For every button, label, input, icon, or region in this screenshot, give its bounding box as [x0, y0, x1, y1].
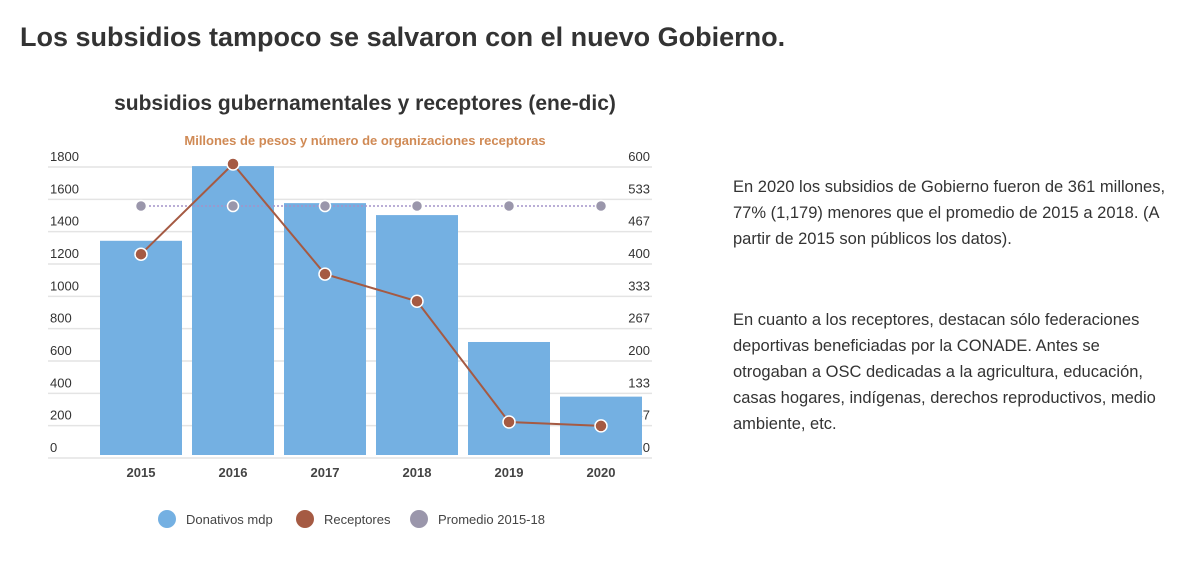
y-tick-label: 200 — [50, 408, 72, 423]
y-tick-label: 0 — [50, 440, 57, 455]
headline: Los subsidios tampoco se salvaron con el… — [20, 22, 786, 52]
y-tick-label: 1400 — [50, 214, 79, 229]
chart-subtitle: Millones de pesos y número de organizaci… — [184, 133, 546, 148]
y2-tick-label: 200 — [628, 343, 650, 358]
y-tick-label: 1800 — [50, 149, 79, 164]
y-tick-label: 1200 — [50, 246, 79, 261]
paragraph-subsidios: En 2020 los subsidios de Gobierno fueron… — [733, 178, 1166, 248]
x-tick-label: 2017 — [311, 465, 340, 480]
paragraph-receptores: En cuanto a los receptores, destacan sól… — [733, 311, 1156, 433]
y-tick-label: 1000 — [50, 278, 79, 293]
legend-swatch — [410, 510, 428, 528]
bar-2016 — [192, 166, 274, 455]
y2-tick-label: 533 — [628, 181, 650, 196]
legend-swatch — [296, 510, 314, 528]
receptores-point — [410, 294, 424, 309]
legend-label: Promedio 2015-18 — [438, 511, 545, 527]
chart-title: subsidios gubernamentales y receptores (… — [114, 92, 616, 115]
y2-tick-label: 267 — [628, 311, 650, 326]
legend-item-promedio[interactable]: Promedio 2015-18 — [410, 510, 545, 528]
receptores-line — [140, 162, 602, 427]
legend-label: Donativos mdp — [186, 511, 273, 527]
receptores-point — [226, 157, 240, 171]
y-tick-label: 800 — [50, 311, 72, 326]
x-tick-label: 2018 — [403, 465, 432, 480]
y2-tick-label: 467 — [628, 214, 650, 229]
y-tick-label: 1600 — [50, 181, 79, 196]
receptores-point — [502, 415, 516, 429]
x-tick-label: 2015 — [127, 465, 156, 480]
x-tick-label: 2016 — [219, 465, 248, 480]
x-tick-label: 2020 — [587, 465, 616, 480]
promedio-point — [318, 199, 332, 213]
promedio-point — [594, 199, 608, 213]
receptores-point — [594, 419, 608, 433]
y2-tick-label: 333 — [628, 278, 650, 293]
y-tick-label: 400 — [50, 375, 72, 390]
bar-2018 — [376, 215, 458, 455]
bar-2017 — [284, 203, 366, 455]
promedio-point — [410, 199, 424, 213]
receptores-point — [318, 267, 332, 281]
legend-item-donativos[interactable]: Donativos mdp — [158, 510, 273, 528]
y2-tick-label: 0 — [643, 440, 650, 455]
receptores-point — [134, 247, 148, 261]
bar-2015 — [100, 240, 182, 455]
legend-label: Receptores — [324, 511, 391, 527]
bar-2019 — [468, 341, 550, 455]
legend-item-receptores[interactable]: Receptores — [296, 510, 390, 528]
x-tick-label: 2019 — [495, 465, 524, 480]
legend-swatch — [158, 510, 176, 528]
y-tick-label: 600 — [50, 343, 72, 358]
promedio-point — [502, 199, 516, 213]
y2-tick-label: 400 — [628, 246, 650, 261]
promedio-point — [226, 199, 240, 213]
y2-tick-label: 133 — [628, 375, 650, 390]
y2-tick-label: 600 — [628, 149, 650, 164]
promedio-point — [134, 199, 148, 213]
